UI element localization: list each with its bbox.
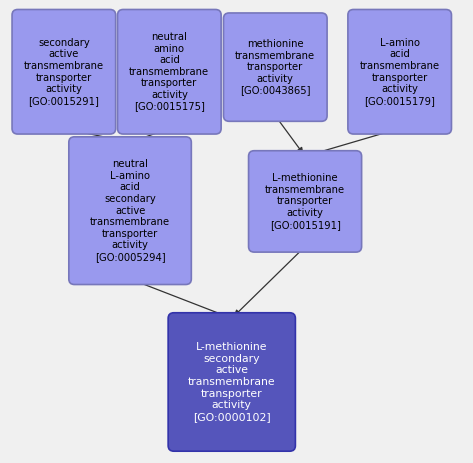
Text: neutral
L-amino
acid
secondary
active
transmembrane
transporter
activity
[GO:000: neutral L-amino acid secondary active tr… (90, 159, 170, 262)
FancyBboxPatch shape (168, 313, 295, 451)
FancyBboxPatch shape (12, 9, 115, 134)
FancyBboxPatch shape (117, 9, 221, 134)
FancyBboxPatch shape (69, 137, 191, 284)
Text: secondary
active
transmembrane
transporter
activity
[GO:0015291]: secondary active transmembrane transport… (24, 38, 104, 106)
Text: methionine
transmembrane
transporter
activity
[GO:0043865]: methionine transmembrane transporter act… (235, 39, 315, 95)
Text: L-methionine
transmembrane
transporter
activity
[GO:0015191]: L-methionine transmembrane transporter a… (265, 173, 345, 230)
Text: L-methionine
secondary
active
transmembrane
transporter
activity
[GO:0000102]: L-methionine secondary active transmembr… (188, 342, 276, 422)
Text: neutral
amino
acid
transmembrane
transporter
activity
[GO:0015175]: neutral amino acid transmembrane transpo… (129, 32, 210, 112)
FancyBboxPatch shape (223, 13, 327, 121)
FancyBboxPatch shape (348, 9, 451, 134)
Text: L-amino
acid
transmembrane
transporter
activity
[GO:0015179]: L-amino acid transmembrane transporter a… (359, 38, 440, 106)
FancyBboxPatch shape (249, 151, 361, 252)
